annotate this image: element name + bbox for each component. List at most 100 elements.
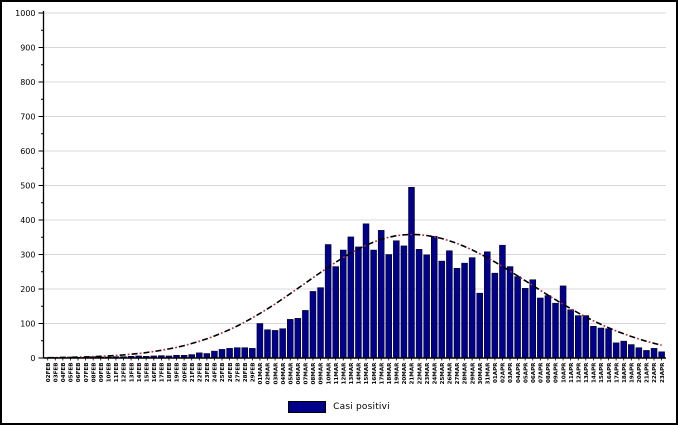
x-tick-label: 15FEB xyxy=(144,363,150,383)
x-tick-label: 26FEB xyxy=(228,363,234,383)
trend-curve-accent xyxy=(47,233,662,359)
trend-curve xyxy=(47,233,662,359)
x-tick-label: 24FEB xyxy=(213,363,219,383)
bar xyxy=(271,330,279,359)
x-tick-label: 17FEB xyxy=(160,363,166,383)
bar xyxy=(537,297,544,359)
x-tick-label: 10MAR xyxy=(326,362,332,385)
x-tick-label: 12FEB xyxy=(122,363,128,383)
x-tick-label: 13MAR xyxy=(349,362,355,385)
x-tick-label: 03APR xyxy=(508,362,514,383)
x-tick-label: 06FEB xyxy=(76,363,82,383)
x-tick-label: 11MAR xyxy=(334,362,340,385)
bar xyxy=(355,246,362,359)
bar xyxy=(393,240,400,359)
x-tick-label: 10APR xyxy=(561,362,567,383)
x-tick-label: 08FEB xyxy=(91,363,97,383)
x-tick-label: 23MAR xyxy=(425,362,431,385)
x-tick-label: 09FEB xyxy=(99,363,105,383)
bar xyxy=(650,348,658,359)
bar xyxy=(340,249,347,359)
bar xyxy=(385,254,392,359)
bar xyxy=(249,348,256,359)
bar xyxy=(612,342,620,359)
x-tick-label: 14MAR xyxy=(357,362,363,385)
bar xyxy=(226,348,233,359)
x-tick-label: 04MAR xyxy=(281,362,287,385)
x-tick-label: 28MAR xyxy=(463,362,469,385)
bar xyxy=(241,347,248,359)
x-tick-label: 21APR xyxy=(645,362,651,383)
bar xyxy=(628,344,635,359)
x-tick-label: 15APR xyxy=(599,362,605,383)
x-tick-label: 06APR xyxy=(531,362,537,383)
x-tick-label: 19MAR xyxy=(395,362,401,385)
bar xyxy=(484,251,491,359)
bar xyxy=(476,292,483,359)
y-tick-label: 500 xyxy=(20,181,35,190)
x-tick-label: 23FEB xyxy=(205,363,211,383)
x-tick-label: 16APR xyxy=(607,362,613,383)
x-tick-label: 09APR xyxy=(554,362,560,383)
x-tick-label: 24MAR xyxy=(432,362,438,385)
x-tick-label: 26MAR xyxy=(448,362,454,385)
bar xyxy=(461,262,468,359)
x-tick-label: 15MAR xyxy=(364,362,370,385)
bar xyxy=(264,329,271,359)
x-tick-label: 14FEB xyxy=(137,363,143,383)
bar xyxy=(286,319,294,359)
x-tick-label: 06MAR xyxy=(296,362,302,385)
x-tick-label: 07APR xyxy=(539,362,545,383)
y-tick-label: 600 xyxy=(20,147,35,156)
bar xyxy=(658,351,665,359)
bar xyxy=(582,315,590,359)
bar xyxy=(317,287,324,359)
x-tick-label: 20MAR xyxy=(402,362,408,385)
bar xyxy=(400,245,408,359)
x-tick-label: 07FEB xyxy=(84,363,90,383)
y-tick-label: 700 xyxy=(20,112,35,121)
x-tick-label: 21FEB xyxy=(190,363,196,383)
x-tick-label: 17MAR xyxy=(379,362,385,385)
x-tick-label: 19FEB xyxy=(175,363,181,383)
bar xyxy=(446,250,453,359)
bar xyxy=(453,268,461,359)
bar xyxy=(324,244,332,359)
x-tick-label: 13APR xyxy=(584,362,590,383)
x-tick-label: 09MAR xyxy=(319,362,325,385)
x-tick-label: 08APR xyxy=(546,362,552,383)
bar xyxy=(559,285,567,359)
x-tick-label: 02FEB xyxy=(46,363,52,383)
x-tick-label: 18MAR xyxy=(387,362,393,385)
x-tick-label: 22MAR xyxy=(417,362,423,385)
x-tick-label: 05MAR xyxy=(288,362,294,385)
x-tick-label: 19APR xyxy=(629,362,635,383)
x-tick-label: 29MAR xyxy=(470,362,476,385)
bar xyxy=(468,257,476,359)
bar xyxy=(370,249,377,359)
x-tick-label: 23APR xyxy=(660,362,666,383)
x-tick-label: 01MAR xyxy=(258,362,264,385)
x-tick-label: 12MAR xyxy=(341,362,347,385)
x-tick-label: 05APR xyxy=(523,362,529,383)
x-tick-label: 25MAR xyxy=(440,362,446,385)
y-tick-label: 800 xyxy=(20,78,35,87)
x-tick-label: 29FEB xyxy=(251,363,257,383)
x-tick-label: 20FEB xyxy=(182,363,188,383)
bar xyxy=(506,266,514,359)
bar xyxy=(309,291,317,359)
x-tick-label: 27MAR xyxy=(455,362,461,385)
x-tick-label: 08MAR xyxy=(311,362,317,385)
bar xyxy=(521,288,529,359)
bar xyxy=(643,350,650,359)
x-tick-label: 03MAR xyxy=(273,362,279,385)
bar xyxy=(438,260,446,359)
x-tick-label: 30MAR xyxy=(478,362,484,385)
x-tick-label: 04FEB xyxy=(61,363,67,383)
x-tick-label: 11APR xyxy=(569,362,575,383)
x-tick-label: 03FEB xyxy=(53,363,59,383)
bar xyxy=(256,323,264,359)
x-tick-label: 25FEB xyxy=(220,363,226,383)
bar xyxy=(597,327,605,359)
